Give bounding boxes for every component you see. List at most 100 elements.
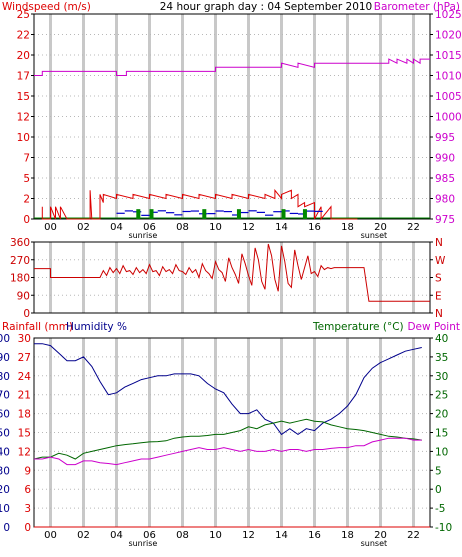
x-tick-label: 20: [374, 530, 387, 541]
x-tick-label: 22: [407, 530, 420, 541]
x-tick-label: 18: [341, 222, 354, 233]
rain-tick-label: 18: [18, 409, 31, 421]
left-tick-label: 15: [17, 91, 30, 103]
right-tick-label: W: [435, 255, 446, 267]
left-tick-label: 7: [23, 153, 30, 165]
left-tick-label: 0: [23, 214, 30, 226]
humidity-tick-label: 80: [0, 371, 10, 383]
humidity-tick-label: 100: [0, 333, 10, 345]
humidity-tick-label: 30: [0, 465, 10, 477]
barometer-line: [34, 58, 430, 76]
dewpoint-axis-label: Dew Point: [407, 321, 460, 333]
temperature-axis-label: Temperature (°C): [312, 321, 404, 333]
right-tick-label: 985: [435, 173, 455, 185]
right-tick-label: 1025: [435, 9, 462, 21]
sunrise-label: sunrise: [128, 231, 157, 240]
rain-tick-label: 3: [24, 503, 31, 515]
rain-tick-label: 12: [18, 446, 31, 458]
left-tick-label: 270: [10, 255, 30, 267]
humidity-tick-label: 70: [0, 390, 10, 402]
humidity-axis-label: Humidity %: [66, 321, 127, 333]
left-tick-label: 12: [17, 112, 30, 124]
x-tick-label: 06: [143, 222, 156, 233]
left-tick-label: 10: [17, 132, 30, 144]
temperature-line: [33, 418, 422, 460]
x-tick-label: 02: [77, 222, 90, 233]
right-tick-label: 5: [435, 465, 442, 477]
left-tick-label: 2: [23, 194, 30, 206]
right-tick-label: 10: [435, 446, 448, 458]
right-tick-label: 1005: [435, 91, 462, 103]
rain-tick-label: 9: [24, 465, 31, 477]
right-tick-label: 25: [435, 390, 448, 402]
gust-mark: [236, 209, 241, 219]
x-tick-label: 14: [275, 530, 288, 541]
x-tick-label: 16: [308, 222, 321, 233]
x-tick-label: 02: [77, 530, 90, 541]
right-tick-label: 15: [435, 428, 448, 440]
barometer-axis-label: Barometer (hPa): [374, 1, 460, 13]
humidity-tick-label: 20: [0, 484, 10, 496]
rain-tick-label: 15: [18, 428, 31, 440]
rain-tick-label: 21: [18, 390, 31, 402]
x-tick-label: 12: [242, 530, 255, 541]
left-tick-label: 360: [10, 237, 30, 249]
x-tick-label: 22: [407, 222, 420, 233]
x-tick-label: 04: [110, 530, 123, 541]
left-tick-label: 17: [17, 71, 30, 83]
left-tick-label: 22: [17, 30, 30, 42]
x-tick-label: 08: [176, 222, 189, 233]
windspeed-line: [41, 188, 358, 221]
humidity-tick-label: 40: [0, 446, 10, 458]
x-tick-label: 04: [110, 222, 123, 233]
gust-mark: [202, 209, 207, 219]
humidity-tick-label: 90: [0, 352, 10, 364]
right-tick-label: -10: [435, 522, 452, 534]
x-tick-label: 00: [44, 530, 57, 541]
humidity-tick-label: 10: [0, 503, 10, 515]
right-tick-label: E: [435, 290, 442, 302]
humidity-tick-label: 60: [0, 409, 10, 421]
left-tick-label: 90: [17, 290, 30, 302]
x-tick-label: 06: [143, 530, 156, 541]
x-tick-label: 00: [44, 222, 57, 233]
rain-tick-label: 27: [18, 352, 31, 364]
dewpoint-line: [34, 437, 422, 466]
humidity-tick-label: 50: [0, 428, 10, 440]
sunrise-label: sunrise: [128, 539, 157, 548]
left-tick-label: 5: [23, 173, 30, 185]
windspeed-axis-label: Windspeed (m/s): [2, 1, 91, 13]
left-tick-label: 0: [23, 308, 30, 320]
right-tick-label: N: [435, 308, 443, 320]
x-tick-label: 16: [308, 530, 321, 541]
rainfall-axis-label: Rainfall (mm): [2, 321, 73, 333]
right-tick-label: 20: [435, 409, 448, 421]
right-tick-label: 40: [435, 333, 448, 345]
right-tick-label: 0: [435, 484, 442, 496]
right-tick-label: 35: [435, 352, 448, 364]
sunset-label: sunset: [361, 231, 388, 240]
wind-direction-line: [34, 243, 430, 302]
right-tick-label: N: [435, 237, 443, 249]
x-tick-label: 12: [242, 222, 255, 233]
rain-tick-label: 24: [18, 371, 32, 383]
right-tick-label: 980: [435, 194, 455, 206]
gust-mark: [149, 209, 154, 219]
right-tick-label: 1015: [435, 50, 462, 62]
right-tick-label: 975: [435, 214, 455, 226]
gust-mark: [136, 209, 141, 219]
weather-panel: -10-505101520253035400102030405060708090…: [0, 333, 452, 548]
right-tick-label: 995: [435, 132, 455, 144]
right-tick-label: S: [435, 273, 442, 285]
humidity-line: [34, 343, 422, 436]
sunset-label: sunset: [361, 539, 388, 548]
x-tick-label: 10: [209, 222, 222, 233]
rain-tick-label: 30: [18, 333, 31, 345]
right-tick-label: 1010: [435, 71, 462, 83]
left-tick-label: 20: [17, 50, 30, 62]
right-tick-label: 30: [435, 371, 448, 383]
rain-tick-label: 0: [24, 522, 31, 534]
